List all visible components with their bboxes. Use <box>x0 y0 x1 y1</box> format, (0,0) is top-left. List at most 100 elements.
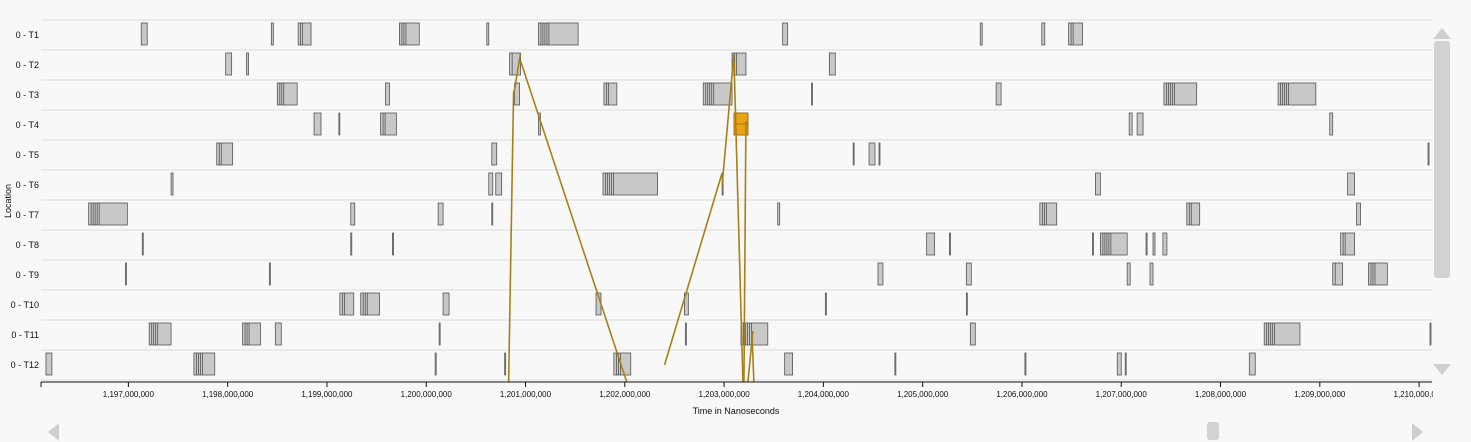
interval-bar <box>504 352 507 376</box>
x-tick-label: 1,204,000,000 <box>798 390 850 399</box>
interval-bar <box>926 232 935 256</box>
interval-bar <box>1024 352 1027 376</box>
x-axis-title: Time in Nanoseconds <box>693 406 780 416</box>
interval-bar <box>1041 22 1046 46</box>
interval-bar <box>338 112 341 136</box>
message-line <box>747 330 754 383</box>
row-lane <box>41 290 1432 320</box>
interval-bar <box>392 232 394 256</box>
row-lane <box>41 80 1432 110</box>
interval-bar <box>399 22 420 46</box>
horizontal-scroll-thumb[interactable] <box>1207 422 1219 440</box>
interval-bar <box>140 22 148 46</box>
interval-bar <box>1347 172 1355 196</box>
interval-bar <box>949 232 951 256</box>
x-tick-label: 1,209,000,000 <box>1294 390 1346 399</box>
scroll-left-arrow-icon[interactable] <box>48 423 59 441</box>
row-label: 0 - T8 <box>16 240 39 250</box>
interval-bar <box>270 22 274 46</box>
interval-bar <box>170 172 174 196</box>
interval-bar <box>1162 232 1168 256</box>
message-lines <box>507 52 755 383</box>
message-line <box>512 52 522 96</box>
x-tick-label: 1,206,000,000 <box>996 390 1048 399</box>
interval-bar <box>1427 142 1430 166</box>
interval-bar <box>1332 262 1344 286</box>
interval-bar <box>313 112 322 136</box>
x-tick-label: 1,201,000,000 <box>500 390 552 399</box>
interval-bar <box>538 22 579 46</box>
interval-bar <box>731 52 747 76</box>
interval-bar <box>702 82 733 106</box>
interval-bar <box>877 262 884 286</box>
timeline-chart: 0 - T1 0 - T2 0 - T3 0 - T4 0 - T5 0 - T6 0 - … <box>3 19 1433 416</box>
interval-bar <box>1429 322 1432 346</box>
interval-bar <box>1248 352 1256 376</box>
interval-bar <box>1163 82 1198 106</box>
interval-bar <box>828 52 836 76</box>
message-line <box>743 120 747 383</box>
scroll-right-arrow-icon[interactable] <box>1412 423 1423 441</box>
row-lane <box>41 320 1432 350</box>
message-line <box>507 90 515 383</box>
x-tick-label: 1,208,000,000 <box>1195 390 1247 399</box>
interval-bar <box>1116 352 1122 376</box>
x-tick-label: 1,197,000,000 <box>103 390 155 399</box>
interval-bar <box>824 292 827 316</box>
x-tick-label: 1,200,000,000 <box>401 390 453 399</box>
interval-bar <box>684 322 687 346</box>
interval-bar <box>148 322 172 346</box>
interval-bar <box>1186 202 1201 226</box>
interval-bar <box>1128 112 1133 136</box>
horizontal-scrollbar[interactable] <box>46 421 1426 441</box>
interval-bar <box>88 202 128 226</box>
interval-bar <box>1092 232 1094 256</box>
interval-bar <box>777 202 781 226</box>
interval-bar <box>514 82 520 106</box>
interval-bar <box>442 292 450 316</box>
interval-bar <box>225 52 233 76</box>
interval-bar <box>193 352 216 376</box>
interval-bar <box>1356 202 1361 226</box>
interval-bar <box>602 172 658 196</box>
row-label: 0 - T9 <box>16 270 39 280</box>
vertical-scrollbar[interactable] <box>1433 28 1451 378</box>
interval-bar <box>297 22 312 46</box>
interval-bar <box>969 322 976 346</box>
row-lanes: 0 - T1 0 - T2 0 - T3 0 - T4 0 - T5 0 - T6 0 - … <box>11 19 1432 381</box>
interval-bar <box>1263 322 1301 346</box>
vertical-scroll-thumb[interactable] <box>1434 41 1450 278</box>
interval-bar <box>852 142 855 166</box>
row-label: 0 - T4 <box>16 120 39 130</box>
row-label: 0 - T5 <box>16 150 39 160</box>
interval-bar <box>141 232 144 256</box>
scroll-up-arrow-icon[interactable] <box>1433 28 1451 39</box>
interval-bar <box>350 232 353 256</box>
interval-bar <box>385 82 390 106</box>
y-axis-title: Location <box>3 184 13 218</box>
interval-bar <box>124 262 127 286</box>
scroll-down-arrow-icon[interactable] <box>1433 364 1451 375</box>
interval-bars <box>45 22 1432 376</box>
row-label: 0 - T11 <box>11 330 39 340</box>
interval-bar <box>1277 82 1317 106</box>
interval-bar <box>1340 232 1355 256</box>
x-tick-label: 1,202,000,000 <box>599 390 651 399</box>
row-label: 0 - T3 <box>16 90 39 100</box>
interval-bar <box>339 292 355 316</box>
interval-bar <box>538 112 541 136</box>
interval-bar <box>268 262 271 286</box>
x-axis: 1,197,000,000 1,198,000,000 1,199,000,000 1… <box>40 381 1433 399</box>
interval-bar <box>965 262 972 286</box>
interval-bar <box>868 142 876 166</box>
interval-bar <box>509 52 521 76</box>
interval-bar <box>1329 112 1334 136</box>
interval-bar <box>495 172 503 196</box>
interval-bar <box>45 352 53 376</box>
x-tick-label: 1,199,000,000 <box>301 390 353 399</box>
interval-bar <box>486 22 490 46</box>
interval-bar <box>1126 262 1131 286</box>
row-lane <box>41 260 1432 290</box>
interval-bar <box>894 352 897 376</box>
interval-bar <box>488 172 494 196</box>
